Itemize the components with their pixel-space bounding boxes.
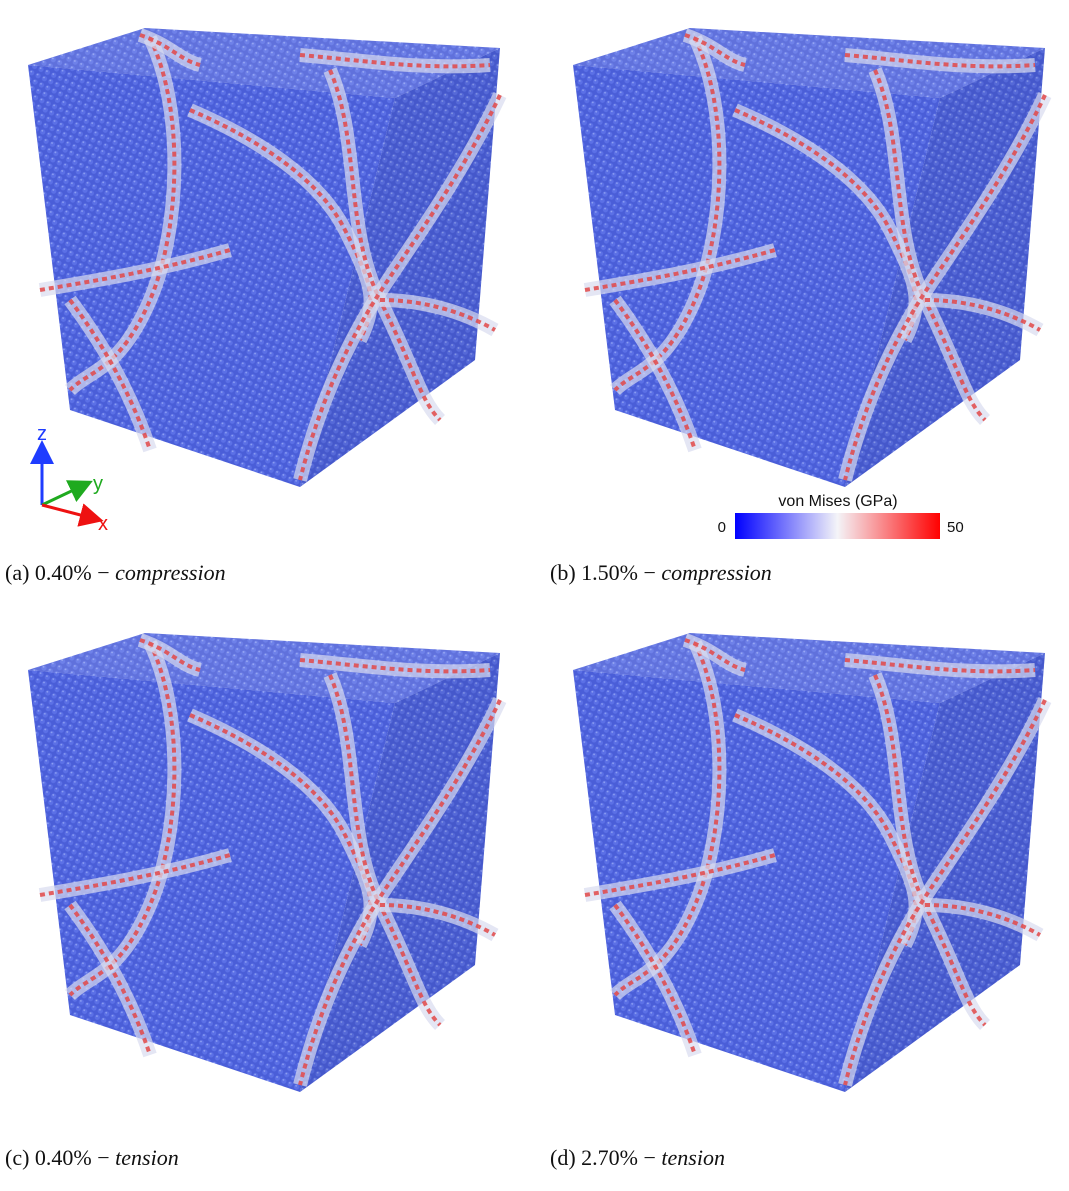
cube-render xyxy=(573,633,1052,1092)
caption-mode: tension xyxy=(115,1145,179,1170)
caption-label: (c) xyxy=(5,1145,30,1170)
grain-boundary-halo xyxy=(323,67,446,425)
cube-render xyxy=(573,28,1052,487)
caption-strain: 2.70% xyxy=(581,1145,638,1170)
axis-triad: z y x xyxy=(30,423,108,535)
grain-boundary xyxy=(299,658,491,674)
y-label: y xyxy=(93,473,103,495)
grain-boundary xyxy=(844,658,1036,674)
z-label: z xyxy=(37,423,47,445)
caption-mode: compression xyxy=(661,560,772,585)
grain-boundary xyxy=(843,699,1047,1086)
panel-caption: (b) 1.50% − compression xyxy=(550,560,772,586)
grain-boundary xyxy=(734,108,918,341)
grain-boundary xyxy=(68,37,177,392)
caption-strain: 1.50% xyxy=(581,560,638,585)
caption-separator: − xyxy=(97,1145,110,1170)
colorbar: von Mises (GPa) 0 50 xyxy=(718,493,964,539)
caption-separator: − xyxy=(643,1145,656,1170)
grain-boundary xyxy=(584,248,776,292)
caption-mode: compression xyxy=(115,560,226,585)
grain-boundary xyxy=(39,853,231,897)
grain-boundary xyxy=(68,298,152,451)
cube-render xyxy=(28,633,507,1092)
grain-boundary xyxy=(379,903,496,937)
caption-strain: 0.40% xyxy=(34,560,92,585)
colorbar-min: 0 xyxy=(718,519,726,536)
x-label: x xyxy=(98,513,108,535)
grain-boundary xyxy=(613,298,697,451)
y-arrow xyxy=(41,480,93,507)
grain-boundary xyxy=(68,642,177,997)
grain-boundary xyxy=(39,248,231,292)
colorbar-gradient xyxy=(735,513,940,539)
grain-boundary-halo xyxy=(323,672,446,1030)
grain-boundary xyxy=(924,298,1041,332)
grain-boundary xyxy=(379,298,496,332)
grain-boundary xyxy=(613,903,697,1056)
x-arrow xyxy=(41,503,104,527)
caption-separator: − xyxy=(643,560,656,585)
grain-boundary xyxy=(298,94,502,481)
grain-boundary xyxy=(843,94,1047,481)
grain-boundary xyxy=(139,638,201,672)
caption-label: (d) xyxy=(550,1145,576,1170)
caption-strain: 0.40% xyxy=(34,1145,92,1170)
panel-caption: (d) 2.70% − tension xyxy=(550,1145,725,1171)
caption-label: (a) xyxy=(5,560,30,585)
panel-caption: (a) 0.40% − compression xyxy=(5,560,226,586)
grain-boundary xyxy=(613,642,722,997)
grain-boundary xyxy=(139,33,201,67)
grain-boundary xyxy=(734,713,918,946)
grain-boundary xyxy=(189,108,373,341)
panel-caption: (c) 0.40% − tension xyxy=(5,1145,179,1171)
grain-boundary xyxy=(299,53,491,69)
caption-label: (b) xyxy=(550,560,576,585)
grain-boundary xyxy=(68,903,152,1056)
grain-boundary xyxy=(298,699,502,1086)
grain-boundary xyxy=(613,37,722,392)
grain-boundary xyxy=(684,638,746,672)
colorbar-title: von Mises (GPa) xyxy=(778,493,897,510)
grain-boundary xyxy=(924,903,1041,937)
grain-boundary xyxy=(584,853,776,897)
caption-mode: tension xyxy=(661,1145,725,1170)
grain-boundary xyxy=(684,33,746,67)
grain-boundary-halo xyxy=(868,67,991,425)
grain-boundary xyxy=(189,713,373,946)
grain-boundary-halo xyxy=(868,672,991,1030)
cube-render xyxy=(28,28,507,487)
colorbar-max: 50 xyxy=(947,519,964,536)
grain-boundary xyxy=(844,53,1036,69)
caption-separator: − xyxy=(97,560,110,585)
